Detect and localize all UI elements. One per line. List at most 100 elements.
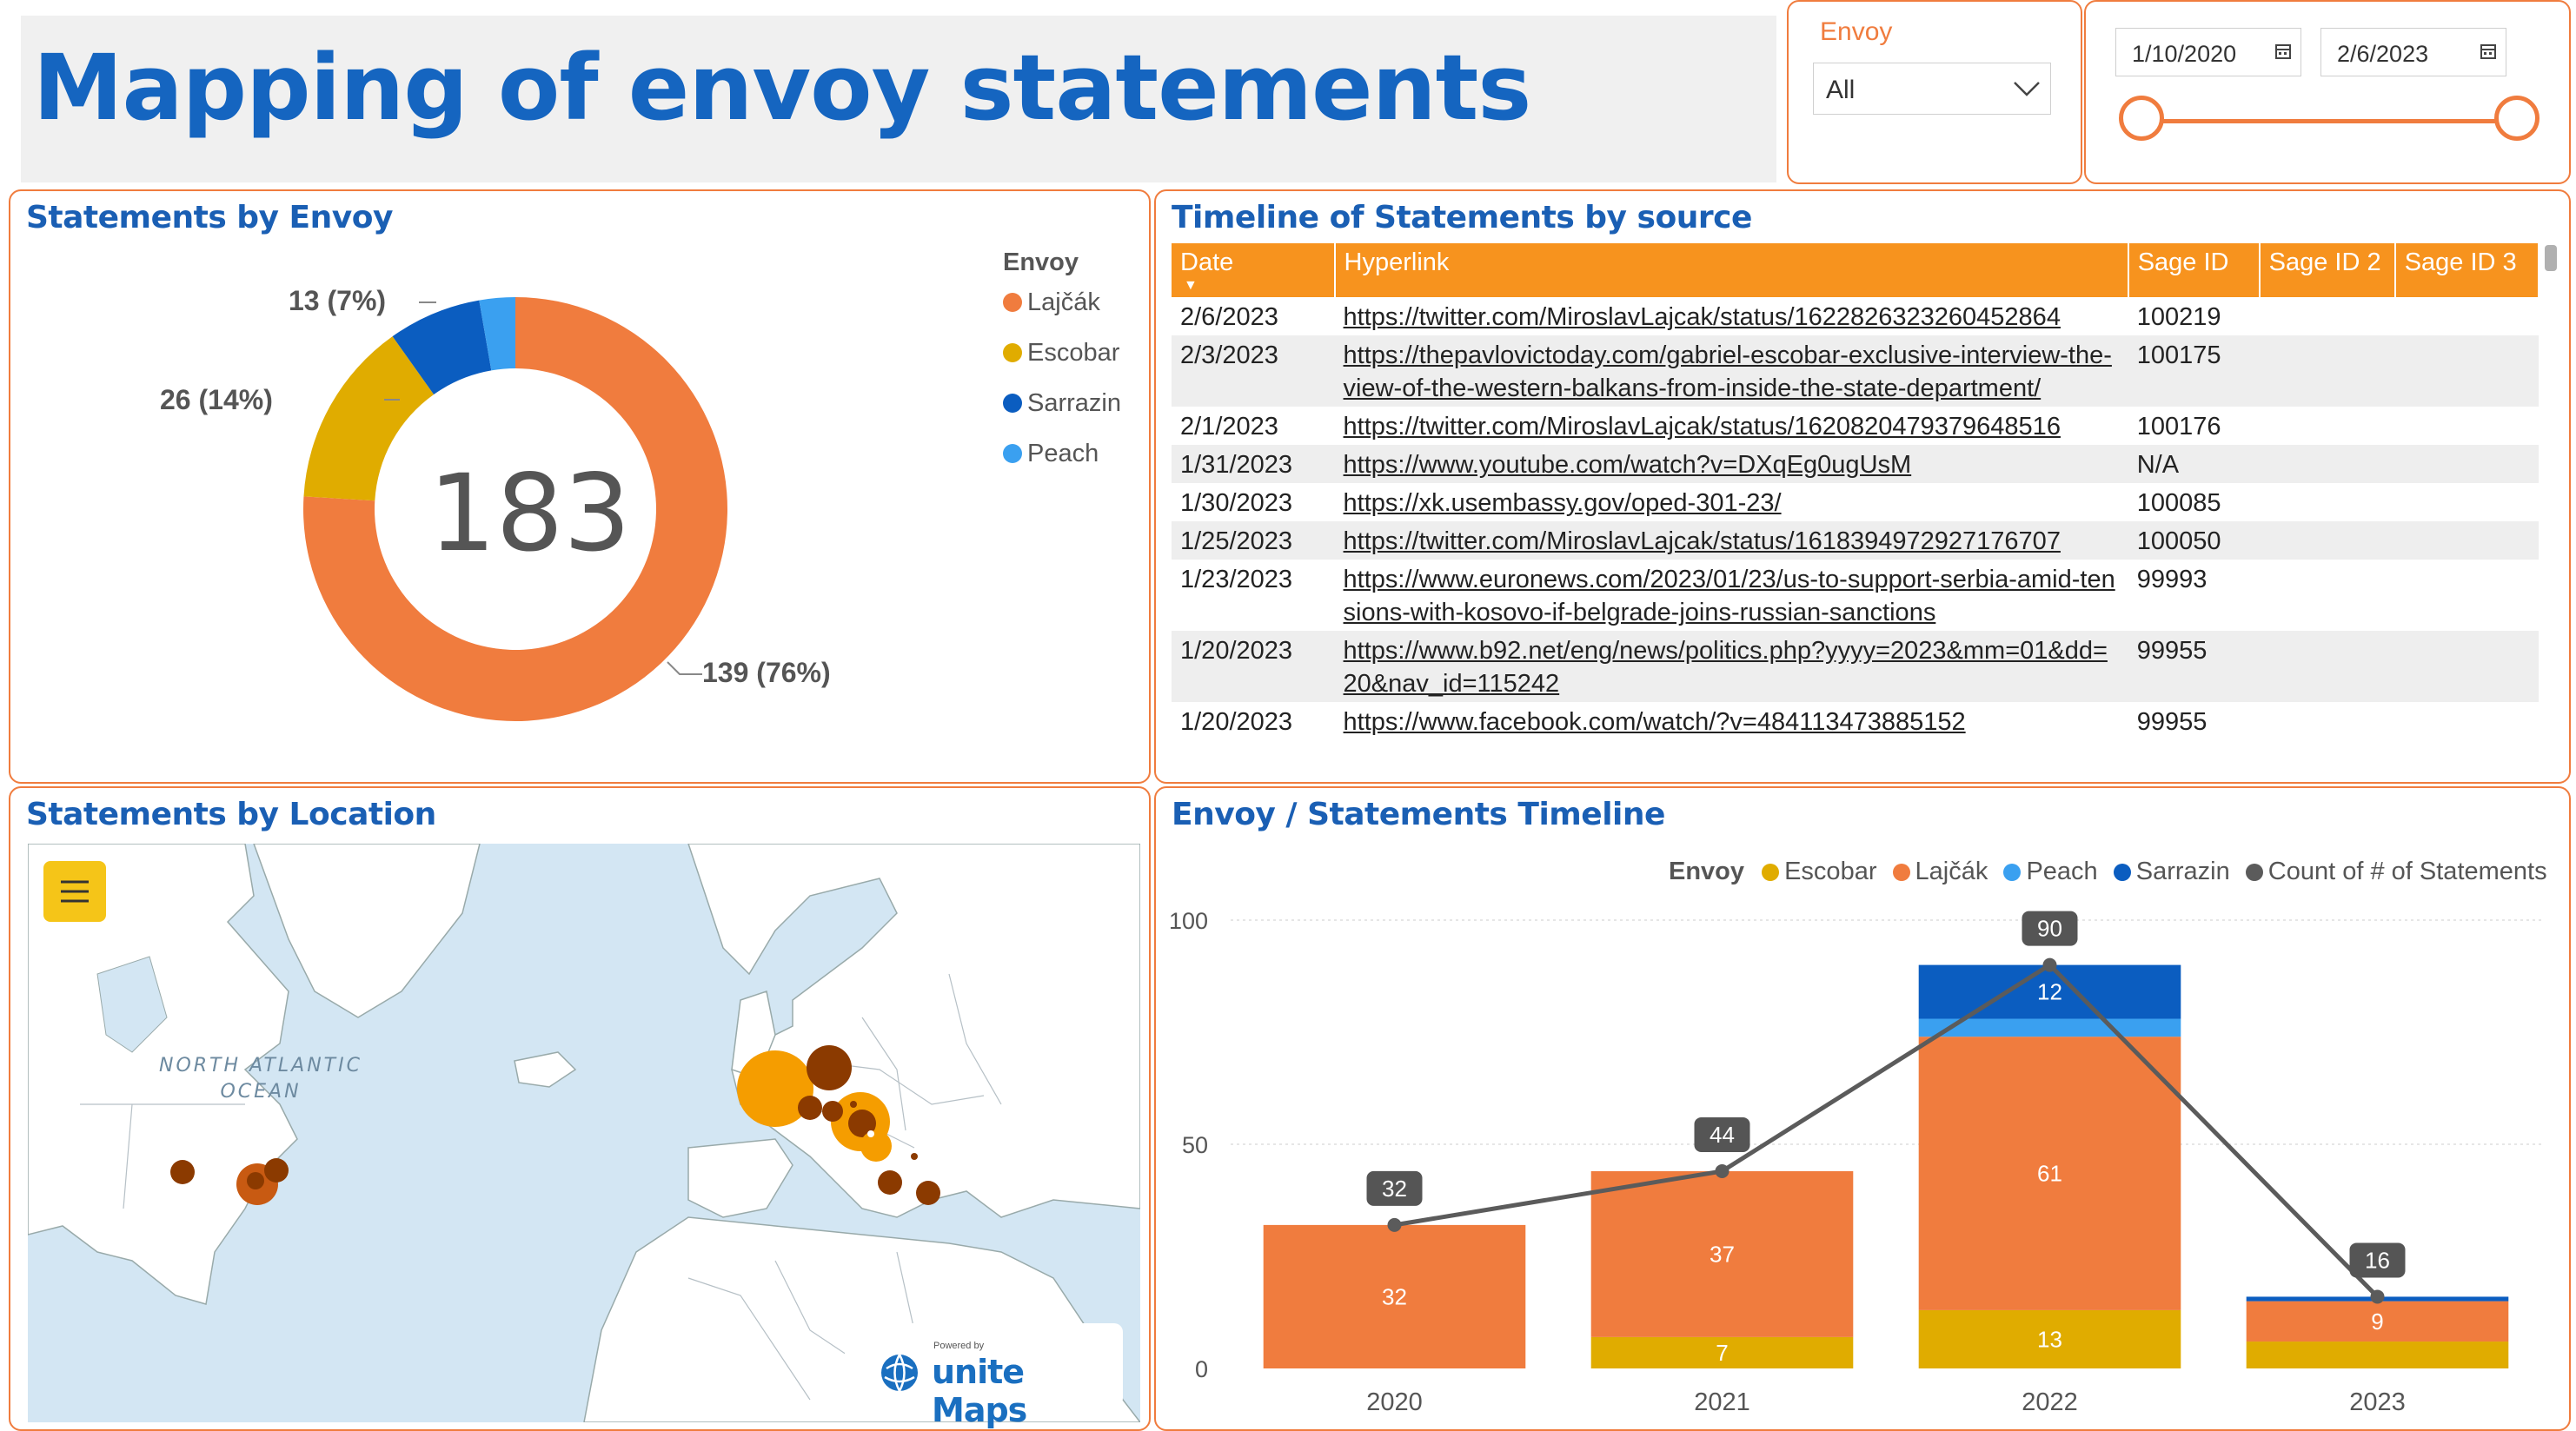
legend-item-lajcak[interactable]: Lajčák <box>1892 858 1988 885</box>
bubble-location[interactable] <box>798 1096 822 1120</box>
cell-hyperlink[interactable]: https://www.b92.net/eng/news/politics.ph… <box>1334 631 2128 702</box>
count-line[interactable] <box>1394 962 2380 1299</box>
legend-dot <box>2245 864 2263 881</box>
bubble-location[interactable] <box>911 1153 918 1160</box>
count-point[interactable] <box>2370 1289 2385 1304</box>
legend-item-escobar[interactable]: Escobar <box>1003 339 1119 368</box>
bar-segment-sarrazin[interactable] <box>1918 964 2181 1019</box>
cell-hyperlink[interactable]: https://thepavlovictoday.com/gabriel-esc… <box>1334 335 2128 407</box>
bubble-location[interactable] <box>170 1160 195 1184</box>
count-point[interactable] <box>1387 1217 1402 1232</box>
bar-segment-escobar[interactable] <box>1590 1336 1854 1368</box>
legend-item-lajcak[interactable]: Lajčák <box>1003 288 1100 317</box>
date-range-track <box>2143 119 2519 123</box>
count-label-bg <box>2349 1242 2406 1278</box>
cell-hyperlink[interactable]: https://twitter.com/MiroslavLajcak/statu… <box>1343 303 2061 331</box>
bar-data-label: 13 <box>2037 1326 2062 1352</box>
bubble-location[interactable] <box>264 1158 289 1183</box>
date-range-slicer: 1/10/2020 2/6/2023 <box>2084 0 2571 184</box>
bubble-location[interactable] <box>916 1181 940 1205</box>
donut-slice-lajcak[interactable] <box>303 297 727 721</box>
land-iceland <box>514 1051 577 1088</box>
cell-sage-id-2 <box>2260 560 2395 631</box>
bubble-location[interactable] <box>807 1045 852 1090</box>
bar-segment-lajcak[interactable] <box>1263 1224 1526 1368</box>
table-scrollbar[interactable] <box>2545 245 2557 271</box>
legend-item-sarrazin[interactable]: Sarrazin <box>2113 858 2230 885</box>
legend-item-peach[interactable]: Peach <box>1003 440 1099 468</box>
bubble-location[interactable] <box>848 1110 876 1137</box>
col-header-hyperlink[interactable]: Hyperlink <box>1334 243 2129 297</box>
legend-item-escobar[interactable]: Escobar <box>1762 858 1876 885</box>
count-point[interactable] <box>1715 1163 1730 1178</box>
legend-label: Lajčák <box>1915 858 1988 885</box>
table-row[interactable]: 2/3/2023 https://thepavlovictoday.com/gab… <box>1172 335 2539 407</box>
bar-data-label: 7 <box>1716 1340 1728 1366</box>
cell-date: 2/3/2023 <box>1172 335 1335 407</box>
count-point[interactable] <box>2042 957 2057 972</box>
ocean-label-1: NORTH ATLANTIC <box>159 1055 362 1077</box>
end-date-handle[interactable] <box>2494 96 2539 141</box>
bubble-location[interactable] <box>867 1130 874 1137</box>
bar-segment-escobar[interactable] <box>1918 1309 2181 1368</box>
logo-powered-by: Powered by <box>933 1341 985 1351</box>
col-header-sage-id-2[interactable]: Sage ID 2 <box>2259 243 2396 297</box>
cell-sage-id: N/A <box>2128 445 2260 483</box>
bubble-location[interactable] <box>850 1101 857 1108</box>
cell-hyperlink[interactable]: https://www.facebook.com/watch/?v=484113… <box>1343 708 1966 736</box>
bar-segment-lajcak[interactable] <box>1918 1037 2181 1310</box>
start-date-handle[interactable] <box>2119 96 2164 141</box>
bubble-location[interactable] <box>860 1130 892 1162</box>
cell-hyperlink[interactable]: https://twitter.com/MiroslavLajcak/statu… <box>1334 521 2128 560</box>
bar-segment-lajcak[interactable] <box>2246 1301 2509 1342</box>
table-row[interactable]: 1/20/2023 https://www.facebook.com/watch/… <box>1172 702 2539 740</box>
cell-sage-id-2 <box>2260 702 2395 740</box>
col-header-date[interactable]: Date ▼ <box>1172 243 1336 297</box>
cell-hyperlink[interactable]: https://www.euronews.com/2023/01/23/us-t… <box>1343 566 2115 626</box>
bubble-location[interactable] <box>878 1170 902 1195</box>
table-title: Timeline of Statements by source <box>1172 200 1752 235</box>
land-iberia <box>687 1138 793 1218</box>
end-date-input[interactable]: 2/6/2023 <box>2320 28 2506 76</box>
envoy-dropdown[interactable]: All <box>1813 63 2051 115</box>
donut-title: Statements by Envoy <box>26 200 393 235</box>
cell-hyperlink[interactable]: https://xk.usembassy.gov/oped-301-23/ <box>1343 489 1782 517</box>
y-tick-label: 50 <box>1182 1132 1208 1158</box>
table-row[interactable]: 1/30/2023 https://xk.usembassy.gov/oped-3… <box>1172 483 2539 521</box>
cell-date: 2/1/2023 <box>1180 413 1278 441</box>
legend-item-count[interactable]: Count of # of Statements <box>2245 858 2547 885</box>
col-header-sage-id[interactable]: Sage ID <box>2128 243 2261 297</box>
donut-total: 183 <box>428 452 631 575</box>
donut-slice-sarrazin[interactable] <box>392 300 492 394</box>
cell-hyperlink[interactable]: https://www.youtube.com/watch?v=DXqEg0ug… <box>1334 445 2128 483</box>
table-row[interactable]: 2/1/2023 https://twitter.com/MiroslavLajc… <box>1172 407 2539 445</box>
map-menu-button[interactable] <box>43 861 106 922</box>
cell-hyperlink[interactable]: https://twitter.com/MiroslavLajcak/statu… <box>1343 413 2061 441</box>
bar-segment-escobar[interactable] <box>2246 1342 2509 1368</box>
table-row[interactable]: 1/23/2023 https://www.euronews.com/2023/0… <box>1172 560 2539 631</box>
count-label-bg <box>1366 1170 1423 1206</box>
bubble-location[interactable] <box>822 1101 843 1122</box>
table-row[interactable]: 2/6/2023 https://twitter.com/MiroslavLajc… <box>1172 297 2539 335</box>
table-row[interactable]: 1/20/2023 https://www.b92.net/eng/news/po… <box>1172 631 2539 702</box>
cell-sage-id-2 <box>2259 445 2395 483</box>
legend-item-sarrazin[interactable]: Sarrazin <box>1003 389 1121 418</box>
cell-sage-id-3 <box>2395 407 2539 445</box>
calendar-icon[interactable] <box>2480 43 2497 60</box>
envoy-dropdown-value: All <box>1826 76 1856 104</box>
calendar-icon[interactable] <box>2274 43 2292 60</box>
bar-segment-lajcak[interactable] <box>1590 1170 1854 1337</box>
donut-slice-peach[interactable] <box>479 297 515 371</box>
table-viewport[interactable]: Date ▼ Hyperlink Sage ID Sage ID 2 Sage I… <box>1172 243 2539 772</box>
bubble-location[interactable] <box>247 1172 264 1189</box>
legend-item-peach[interactable]: Peach <box>2003 858 2098 885</box>
donut-label-lajcak: 139 (76%) <box>702 657 831 688</box>
x-tick-label: 2022 <box>2022 1388 2078 1416</box>
table-row[interactable]: 1/31/2023 https://www.youtube.com/watch?v… <box>1172 445 2539 483</box>
start-date-input[interactable]: 1/10/2020 <box>2115 28 2301 76</box>
donut-slice-escobar[interactable] <box>303 336 435 501</box>
bubble-location[interactable] <box>737 1050 813 1127</box>
col-header-sage-id-3[interactable]: Sage ID 3 <box>2394 243 2539 297</box>
table-row[interactable]: 1/25/2023 https://twitter.com/MiroslavLaj… <box>1172 521 2539 560</box>
cell-sage-id: 100085 <box>2136 489 2221 517</box>
